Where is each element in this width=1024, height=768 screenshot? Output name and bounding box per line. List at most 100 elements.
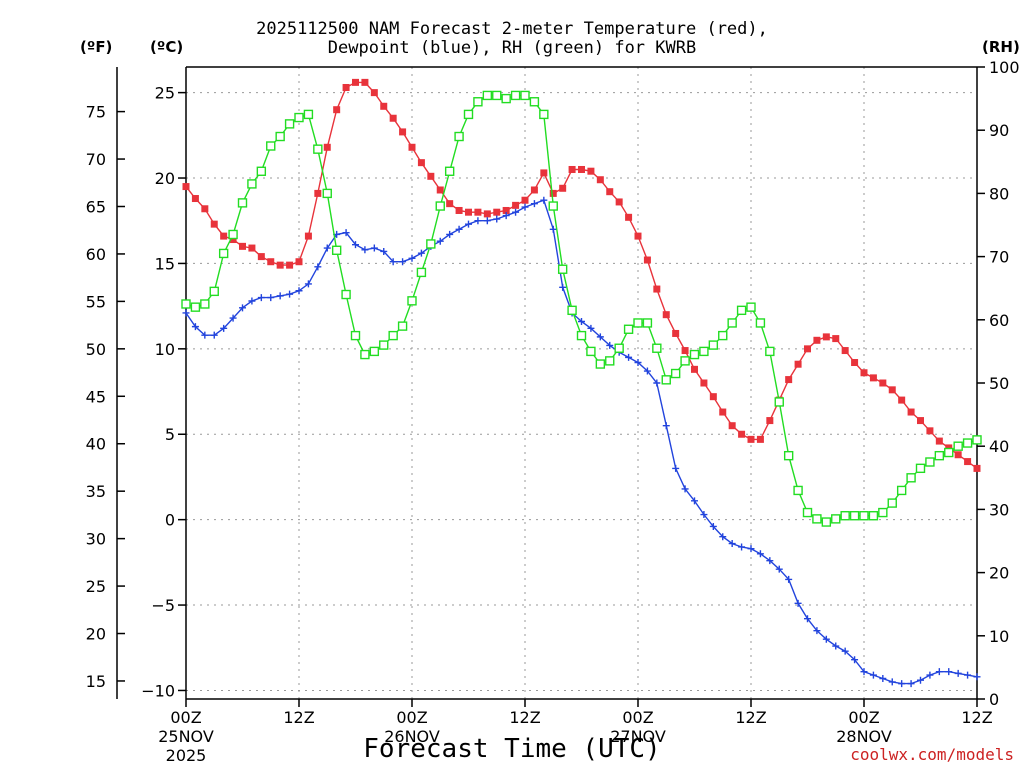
rh-point (360, 349, 370, 360)
celsius-unit-label: (ºC) (150, 38, 184, 56)
dewpoint-point (559, 283, 567, 291)
dewpoint-point (370, 244, 378, 252)
temperature-point (257, 253, 265, 261)
rh-point (925, 457, 935, 467)
rh-tick-label: 70 (989, 248, 1009, 267)
rh-tick-label: 40 (989, 437, 1009, 456)
rh-tick-label: 30 (989, 500, 1009, 519)
rh-point (331, 245, 342, 255)
dewpoint-point (530, 200, 538, 208)
rh-point (736, 305, 747, 316)
rh-point (548, 201, 558, 211)
rh-point (341, 289, 351, 300)
rh-point (492, 90, 502, 101)
temperature-point (794, 360, 802, 368)
temperature-point (804, 345, 811, 353)
rh-point (614, 343, 624, 353)
source-credit: coolwx.com/models (850, 745, 1014, 764)
dewpoint-point (964, 671, 972, 679)
rh-point (397, 321, 408, 331)
dewpoint-point (540, 196, 548, 204)
temperature-point (756, 435, 764, 443)
temperature-point (785, 376, 793, 384)
dewpoint-point (323, 244, 331, 252)
fahrenheit-tick-label: 25 (86, 577, 106, 596)
rh-point (783, 450, 794, 461)
fahrenheit-tick-label: 55 (86, 292, 106, 311)
fahrenheit-tick-label: 60 (86, 245, 106, 264)
temperature-point (370, 89, 378, 97)
dewpoint-point (945, 668, 953, 676)
dewpoint-point (399, 258, 407, 266)
rh-point (557, 264, 568, 274)
temperature-point (286, 261, 294, 269)
rh-point (426, 239, 436, 249)
rh-point (859, 511, 869, 521)
temperature-point (719, 408, 727, 416)
temperature-point (182, 183, 190, 191)
dewpoint-point (596, 333, 604, 341)
temperature-point (672, 329, 680, 337)
dewpoint-point (822, 635, 830, 643)
x-tick-label: 00Z (622, 708, 653, 727)
celsius-tick-label: 0 (165, 511, 175, 530)
rh-point (774, 397, 784, 407)
dewpoint-point (191, 323, 199, 331)
rh-point (962, 438, 973, 448)
temperature-point (813, 336, 821, 344)
dewpoint-point (474, 217, 482, 225)
dewpoint-point (747, 545, 755, 553)
temperature-point (314, 189, 322, 197)
temperature-point (276, 261, 284, 269)
rh-point (746, 302, 756, 312)
temperature-point (530, 186, 538, 194)
temperature-point (408, 143, 416, 151)
x-year-label: 2025 (166, 746, 207, 765)
fahrenheit-tick-label: 70 (86, 150, 106, 169)
temperature-point (860, 369, 868, 377)
dewpoint-point (917, 676, 924, 684)
rh-point (266, 141, 276, 151)
rh-point (576, 330, 587, 341)
dewpoint-point (691, 497, 698, 505)
dewpoint-point (502, 212, 510, 220)
temperature-point (191, 195, 199, 203)
rh-point (303, 109, 314, 120)
temperature-point (728, 422, 736, 430)
rh-point (906, 473, 916, 483)
dewpoint-point (700, 511, 708, 519)
temperature-point (851, 359, 859, 367)
rh-tick-label: 10 (989, 627, 1009, 646)
dewpoint-point (719, 533, 727, 541)
x-date-label: 28NOV (836, 727, 892, 746)
x-tick-label: 00Z (396, 708, 427, 727)
temperature-point (841, 347, 849, 355)
temperature-point (907, 408, 915, 416)
rh-point (708, 340, 719, 350)
temperature-point (681, 347, 689, 355)
dewpoint-point (841, 647, 849, 655)
dewpoint-point (512, 208, 520, 216)
dewpoint-point (738, 543, 746, 551)
celsius-tick-label: 5 (165, 425, 175, 444)
rh-point (802, 507, 813, 518)
temperature-point (389, 114, 397, 122)
rh-point (529, 97, 540, 107)
dewpoint-point (879, 675, 887, 683)
temperature-point (239, 242, 246, 250)
celsius-tick-label: −10 (141, 681, 175, 700)
rh-tick-label: 80 (989, 184, 1009, 203)
rh-point (953, 441, 963, 451)
temperature-point (888, 386, 896, 394)
celsius-tick-label: 10 (155, 340, 175, 359)
rh-point (501, 93, 511, 104)
temperature-point (380, 102, 388, 110)
fahrenheit-tick-label: 50 (86, 340, 106, 359)
temperature-point (220, 232, 228, 240)
dewpoint-point (935, 668, 943, 676)
rh-point (793, 485, 803, 496)
dewpoint-line (185, 199, 978, 685)
rh-tick-label: 100 (989, 58, 1020, 77)
dewpoint-point (352, 241, 359, 249)
